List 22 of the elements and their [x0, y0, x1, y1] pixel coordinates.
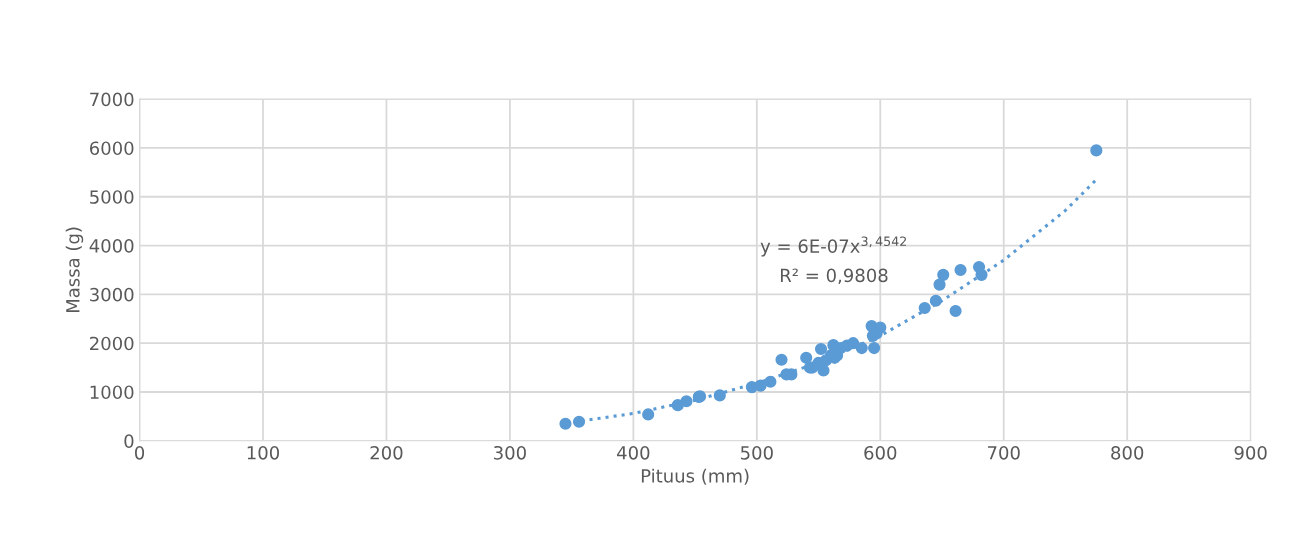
y-tick-label: 1000 [90, 385, 134, 400]
x-tick-label: 300 [494, 445, 526, 460]
y-tick-label: 4000 [89, 239, 134, 253]
x-tick-label: 600 [864, 445, 897, 460]
y-axis-title: Massa (g) [65, 227, 84, 313]
x-tick-label: 800 [1111, 445, 1144, 460]
y-tick-label: 0 [124, 434, 134, 448]
x-tick-label: 700 [987, 445, 1020, 460]
x-tick-label: 0 [134, 445, 145, 460]
annotation: y = 6E-07x$^{3,4542}$ [760, 236, 907, 257]
y-tick-label: 6000 [89, 141, 134, 156]
y-tick-label: 7000 [90, 92, 134, 107]
y-tick-label: 2000 [90, 336, 134, 351]
annotation: R² = 0,9808 [780, 268, 888, 285]
x-tick-label: 400 [617, 445, 650, 460]
x-tick-label: 900 [1234, 445, 1267, 460]
y-tick-label: 3000 [90, 287, 134, 302]
x-tick-label: 200 [370, 445, 403, 460]
y-tick-label: 5000 [90, 190, 134, 204]
x-tick-label: 500 [740, 445, 773, 460]
x-tick-label: 100 [247, 445, 280, 460]
x-axis-title: Pituus (mm) [641, 468, 749, 485]
